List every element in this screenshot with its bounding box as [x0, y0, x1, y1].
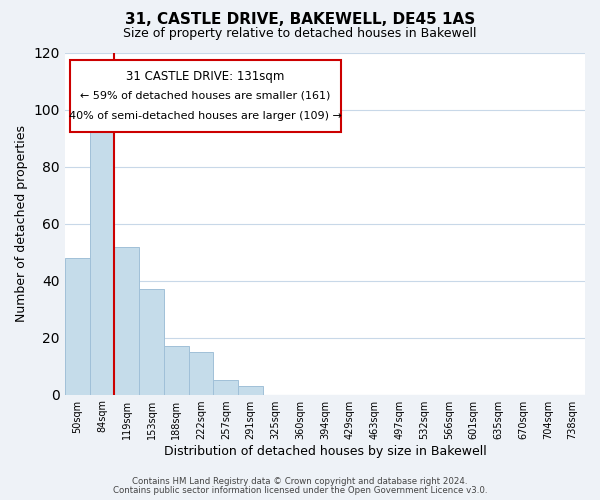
Bar [188, 352, 214, 395]
FancyBboxPatch shape [70, 60, 341, 132]
Text: 40% of semi-detached houses are larger (109) →: 40% of semi-detached houses are larger (… [69, 111, 341, 121]
Text: 31, CASTLE DRIVE, BAKEWELL, DE45 1AS: 31, CASTLE DRIVE, BAKEWELL, DE45 1AS [125, 12, 475, 28]
Text: Contains public sector information licensed under the Open Government Licence v3: Contains public sector information licen… [113, 486, 487, 495]
Bar [139, 290, 164, 395]
Bar [238, 386, 263, 394]
Bar [115, 246, 139, 394]
Y-axis label: Number of detached properties: Number of detached properties [15, 126, 28, 322]
Bar [164, 346, 188, 395]
Text: 31 CASTLE DRIVE: 131sqm: 31 CASTLE DRIVE: 131sqm [126, 70, 284, 83]
Bar [214, 380, 238, 394]
Text: ← 59% of detached houses are smaller (161): ← 59% of detached houses are smaller (16… [80, 90, 331, 101]
Bar [65, 258, 89, 394]
Bar [89, 127, 115, 394]
Text: Contains HM Land Registry data © Crown copyright and database right 2024.: Contains HM Land Registry data © Crown c… [132, 477, 468, 486]
X-axis label: Distribution of detached houses by size in Bakewell: Distribution of detached houses by size … [164, 444, 486, 458]
Text: Size of property relative to detached houses in Bakewell: Size of property relative to detached ho… [123, 28, 477, 40]
